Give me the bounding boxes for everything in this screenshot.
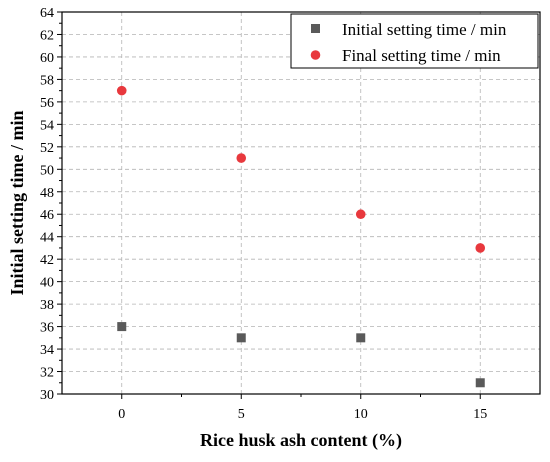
series-initial-setting-time [117, 322, 485, 388]
data-point-circle [116, 85, 127, 96]
y-tick-label: 50 [40, 163, 54, 178]
y-tick-label: 58 [40, 73, 54, 88]
legend-label-initial: Initial setting time / min [342, 20, 507, 39]
data-point-circle [236, 153, 247, 163]
grid [62, 12, 540, 394]
y-tick-label: 52 [40, 141, 54, 156]
y-tick-label: 48 [40, 186, 54, 201]
plot-frame [61, 11, 541, 395]
legend-marker-square [311, 24, 320, 33]
data-point-circle [475, 243, 486, 253]
y-tick-label: 54 [40, 118, 54, 133]
y-tick-label: 38 [40, 298, 54, 313]
x-tick-label: 0 [118, 407, 125, 422]
y-tick-label: 40 [40, 276, 54, 291]
y-tick-label: 64 [40, 6, 54, 21]
y-axis-ticks: 30 32 34 36 38 40 42 44 46 48 50 52 54 56 58 60 62 64 [40, 6, 62, 403]
y-tick-label: 34 [40, 343, 54, 358]
y-tick-label: 36 [40, 321, 54, 336]
legend-box [290, 13, 539, 69]
y-tick-label: 32 [40, 366, 54, 381]
y-tick-label: 56 [40, 96, 54, 111]
data-point-square [356, 333, 366, 343]
x-tick-label: 15 [473, 407, 487, 422]
legend-label-final: Final setting time / min [342, 46, 501, 65]
data-point-square [475, 378, 485, 388]
y-tick-label: 42 [40, 253, 54, 268]
legend: Initial setting time / min Final setting… [290, 13, 539, 69]
data-point-circle [355, 209, 366, 220]
plot-background [62, 12, 540, 394]
y-tick-label: 44 [40, 231, 54, 246]
legend-marker-circle [310, 50, 321, 60]
y-tick-label: 30 [40, 388, 54, 403]
y-tick-label: 62 [40, 28, 54, 43]
x-tick-label: 5 [238, 407, 245, 422]
x-axis-title: Rice husk ash content (%) [200, 430, 402, 451]
series-final-setting-time [116, 85, 486, 253]
data-point-square [117, 322, 127, 332]
data-point-square [236, 333, 246, 343]
x-tick-label: 10 [354, 407, 368, 422]
x-axis-ticks: 0 5 10 15 [118, 394, 487, 422]
data-points [116, 85, 486, 388]
y-tick-label: 46 [40, 208, 54, 223]
y-axis-title: Initial setting time / min [7, 111, 27, 296]
y-tick-label: 60 [40, 51, 54, 66]
